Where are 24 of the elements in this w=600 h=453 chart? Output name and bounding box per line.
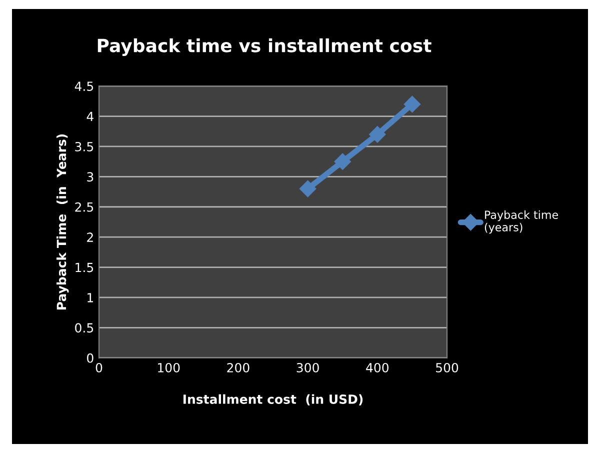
point xyxy=(369,126,386,143)
y-tick-label: 3 xyxy=(87,172,94,182)
y-tick-label: 4 xyxy=(86,112,94,122)
x-tick-label: 300 xyxy=(296,362,319,372)
y-tick-label: 0.5 xyxy=(75,323,94,333)
x-axis-title: Installment cost (in USD) xyxy=(183,394,363,406)
x-tick-label: 400 xyxy=(366,362,388,372)
point xyxy=(404,96,421,113)
point xyxy=(299,180,316,198)
point xyxy=(334,153,351,170)
y-tick-label: 0 xyxy=(87,353,94,363)
y-tick-label: 1 xyxy=(88,293,93,302)
x-tick-label: 0 xyxy=(96,362,102,372)
x-tick-label: 200 xyxy=(227,362,250,372)
x-tick-label: 500 xyxy=(436,362,458,372)
y-tick-label: 2 xyxy=(87,232,93,242)
y-tick-label: 3.5 xyxy=(75,142,94,152)
y-tick-label: 2.5 xyxy=(75,202,94,212)
y-tick-label: 1.5 xyxy=(76,262,94,272)
x-tick-label: 100 xyxy=(158,362,180,372)
legend-label: Payback time (years) xyxy=(484,210,558,234)
chart-title: Payback time vs installment cost xyxy=(98,38,432,56)
y-axis-title: Payback Time (in Years) xyxy=(56,134,69,310)
y-tick-label: 4.5 xyxy=(74,82,94,91)
